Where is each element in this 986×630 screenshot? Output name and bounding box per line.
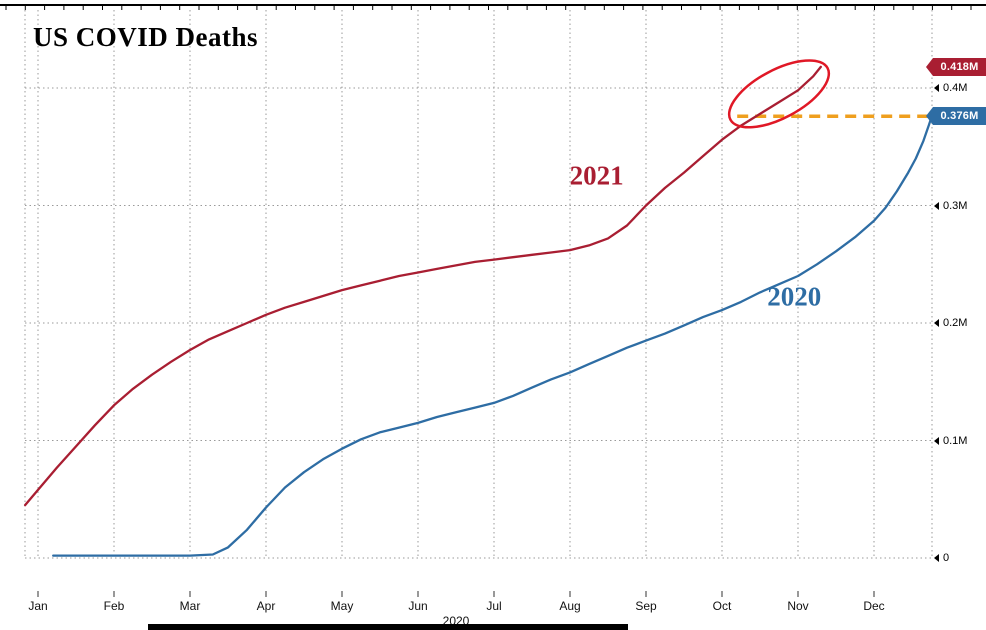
x-tick-label-jun: Jun	[408, 599, 428, 613]
tick-arrow-icon	[934, 84, 939, 92]
x-tick-label-apr: Apr	[256, 599, 276, 613]
badge-arrow-icon	[926, 57, 933, 76]
y-tick-label-0.2M: 0.2M	[934, 317, 967, 329]
y-tick-label-0.1M: 0.1M	[934, 435, 967, 447]
y-tick-label-0: 0	[934, 552, 949, 564]
y-tick-text: 0.4M	[943, 82, 968, 94]
x-tick-label-sep: Sep	[635, 599, 657, 613]
series-label-2020: 2020	[767, 281, 822, 312]
y-tick-text: 0.3M	[943, 199, 968, 212]
chart-title: US COVID Deaths	[33, 22, 259, 52]
tick-arrow-icon	[934, 319, 939, 327]
tick-arrow-icon	[934, 201, 939, 210]
y-tick-text: 0.1M	[943, 434, 968, 447]
y-tick-label-0.4M: 0.4M	[934, 82, 967, 94]
x-tick-label-dec: Dec	[863, 599, 885, 613]
x-tick-label-may: May	[330, 599, 354, 613]
tick-arrow-icon	[934, 436, 939, 445]
x-tick-label-oct: Oct	[712, 599, 732, 613]
x-tick-label-jul: Jul	[486, 599, 502, 613]
value-badge-2021: 0.418M	[926, 57, 986, 76]
tick-arrow-icon	[934, 554, 939, 562]
badge-value-2020: 0.376M	[940, 110, 979, 123]
value-badge-2020: 0.376M	[926, 107, 986, 126]
series-line-2020	[52, 115, 933, 557]
series-label-2021: 2021	[569, 160, 624, 191]
badge-value-2021: 0.418M	[940, 60, 979, 73]
y-tick-text: 0	[943, 552, 950, 564]
x-tick-label-mar: Mar	[179, 599, 201, 613]
bottom-bar	[148, 624, 628, 630]
badge-arrow-icon	[926, 107, 933, 126]
y-tick-text: 0.2M	[943, 317, 968, 329]
gridlines	[24, 10, 933, 559]
series-line-2021	[23, 65, 822, 507]
y-tick-label-0.3M: 0.3M	[934, 200, 967, 212]
x-tick-label-feb: Feb	[103, 599, 125, 613]
x-tick-label-aug: Aug	[559, 599, 581, 613]
top-ruler	[0, 4, 986, 10]
x-tick-label-jan: Jan	[28, 599, 48, 613]
bottom-ticks	[37, 591, 875, 597]
x-tick-label-nov: Nov	[787, 599, 809, 613]
highlight-ellipse	[727, 59, 831, 129]
